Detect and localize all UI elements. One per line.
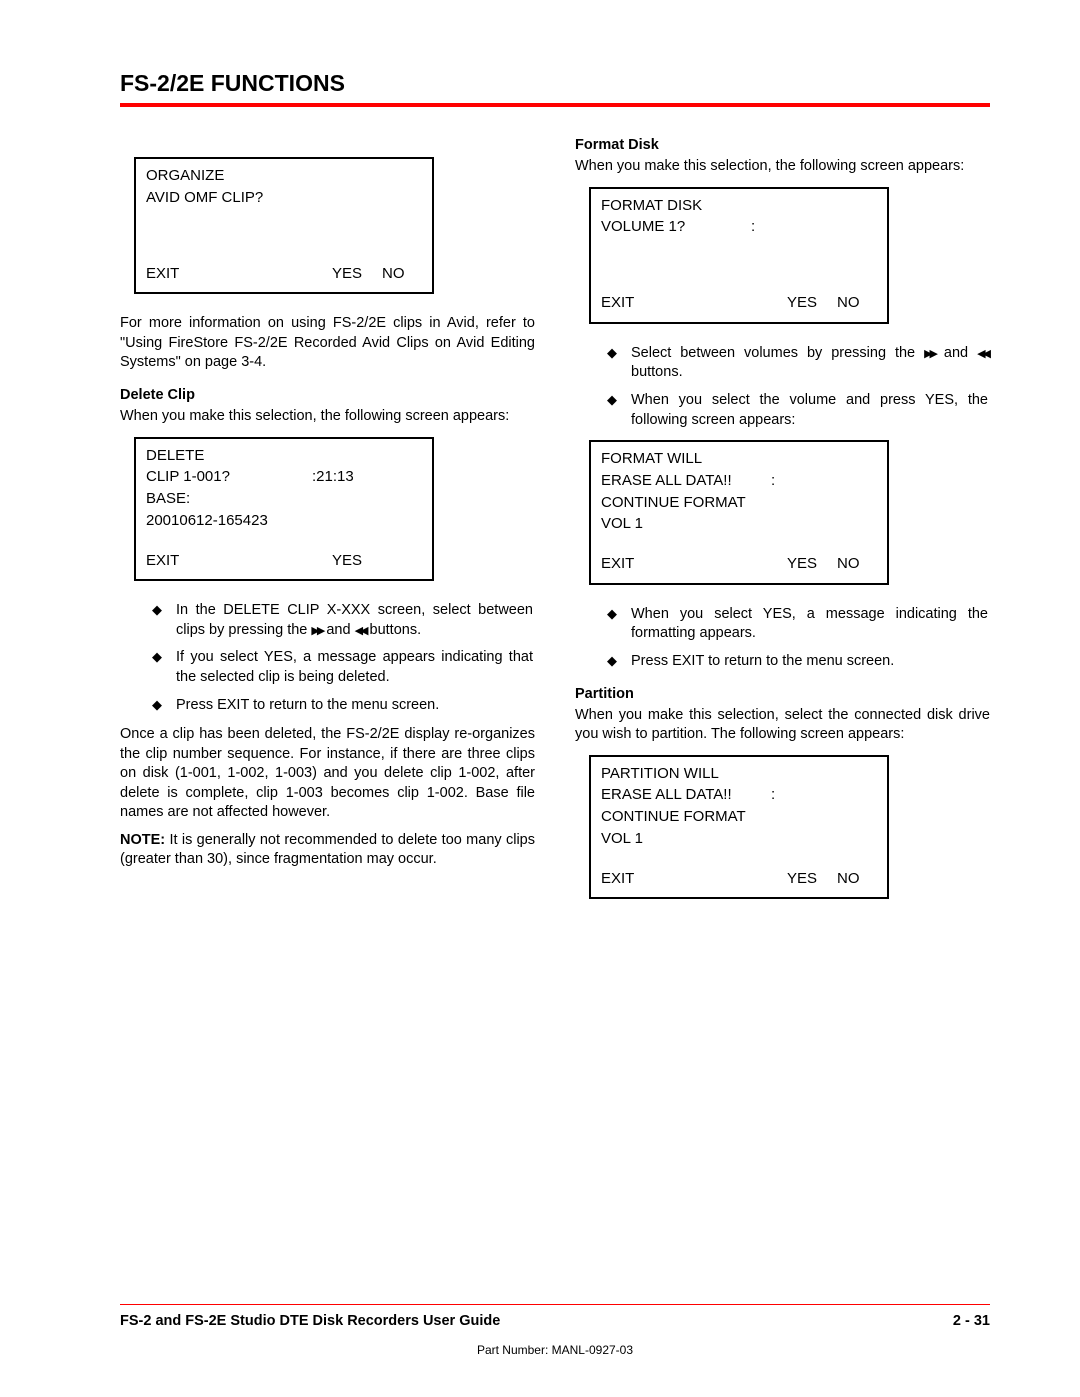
box-line: BASE:: [146, 488, 422, 510]
box-line: VOL 1: [601, 513, 877, 535]
page: FS-2/2E FUNCTIONS ORGANIZE AVID OMF CLIP…: [0, 0, 1080, 1397]
box-line: VOL 1: [601, 828, 877, 850]
list-item: Press EXIT to return to the menu screen.: [176, 696, 535, 716]
exit-label: EXIT: [601, 868, 787, 890]
text: Select between volumes by pressing the: [631, 345, 924, 361]
box-line: FORMAT WILL: [601, 448, 877, 470]
box-line: CONTINUE FORMAT: [601, 806, 877, 828]
partition-heading: Partition: [575, 686, 990, 702]
delete-screen-box: DELETE CLIP 1-001? :21:13 BASE: 20010612…: [134, 437, 434, 582]
paragraph: For more information on using FS-2/2E cl…: [120, 314, 535, 373]
note-label: NOTE:: [120, 832, 165, 848]
note-paragraph: NOTE: It is generally not recommended to…: [120, 831, 535, 870]
text: and: [935, 345, 977, 361]
box-line: ORGANIZE: [146, 165, 422, 187]
page-number: 2 - 31: [953, 1313, 990, 1329]
format-bullet-list-1: Select between volumes by pressing the ▶…: [575, 344, 990, 430]
box-line: DELETE: [146, 445, 422, 467]
paragraph: When you make this selection, the follow…: [120, 407, 535, 427]
box-line: 20010612-165423: [146, 510, 422, 532]
list-item: When you select the volume and press YES…: [631, 391, 990, 430]
box-text: CLIP 1-001?: [146, 466, 312, 488]
box-line: CONTINUE FORMAT: [601, 492, 877, 514]
box-text: ERASE ALL DATA!!: [601, 784, 771, 806]
fast-forward-icon: ▶▶: [924, 347, 935, 362]
left-column: ORGANIZE AVID OMF CLIP? EXIT YES NO For …: [120, 137, 535, 919]
box-footer-row: EXIT YES NO: [601, 292, 877, 314]
list-item: When you select YES, a message indicatin…: [631, 605, 990, 644]
paragraph: Once a clip has been deleted, the FS-2/2…: [120, 725, 535, 823]
box-text: VOLUME 1?: [601, 216, 751, 238]
list-item: If you select YES, a message appears ind…: [176, 648, 535, 687]
fast-forward-icon: ▶▶: [311, 624, 322, 639]
box-line: VOLUME 1? :: [601, 216, 877, 238]
box-line: CLIP 1-001? :21:13: [146, 466, 422, 488]
note-text: It is generally not recommended to delet…: [120, 832, 535, 868]
text: buttons.: [366, 622, 422, 638]
box-text: ERASE ALL DATA!!: [601, 470, 771, 492]
rewind-icon: ◀◀: [355, 624, 366, 639]
list-item: In the DELETE CLIP X-XXX screen, select …: [176, 601, 535, 640]
page-footer: FS-2 and FS-2E Studio DTE Disk Recorders…: [120, 1304, 990, 1358]
guide-title: FS-2 and FS-2E Studio DTE Disk Recorders…: [120, 1313, 500, 1329]
list-item: Press EXIT to return to the menu screen.: [631, 652, 990, 672]
yes-label: YES: [332, 550, 382, 572]
partition-screen-box: PARTITION WILL ERASE ALL DATA!! : CONTIN…: [589, 755, 889, 900]
box-line: FORMAT DISK: [601, 195, 877, 217]
no-label: NO: [382, 263, 422, 285]
box-footer-row: EXIT YES: [146, 550, 422, 572]
format-bullet-list-2: When you select YES, a message indicatin…: [575, 605, 990, 672]
delete-clip-heading: Delete Clip: [120, 387, 535, 403]
page-title: FS-2/2E FUNCTIONS: [120, 70, 990, 97]
list-item: Select between volumes by pressing the ▶…: [631, 344, 990, 383]
exit-label: EXIT: [601, 292, 787, 314]
exit-label: EXIT: [146, 550, 332, 572]
no-label: NO: [837, 292, 877, 314]
yes-label: YES: [332, 263, 382, 285]
text: and: [322, 622, 354, 638]
paragraph: When you make this selection, the follow…: [575, 157, 990, 177]
header-rule: [120, 103, 990, 107]
exit-label: EXIT: [146, 263, 332, 285]
rewind-icon: ◀◀: [977, 347, 988, 362]
box-text: :: [751, 216, 755, 238]
part-number: Part Number: MANL-0927-03: [120, 1343, 990, 1357]
box-text: :: [771, 470, 775, 492]
format-screen-box: FORMAT DISK VOLUME 1? : EXIT YES NO: [589, 187, 889, 324]
yes-label: YES: [787, 553, 837, 575]
text: buttons.: [631, 364, 683, 380]
box-line: ERASE ALL DATA!! :: [601, 784, 877, 806]
content-columns: ORGANIZE AVID OMF CLIP? EXIT YES NO For …: [120, 137, 990, 919]
organize-screen-box: ORGANIZE AVID OMF CLIP? EXIT YES NO: [134, 157, 434, 294]
box-footer-row: EXIT YES NO: [146, 263, 422, 285]
box-text: :: [771, 784, 775, 806]
no-label: NO: [837, 553, 877, 575]
format-disk-heading: Format Disk: [575, 137, 990, 153]
no-label: NO: [837, 868, 877, 890]
paragraph: When you make this selection, select the…: [575, 706, 990, 745]
footer-rule: [120, 1304, 990, 1306]
box-text: :21:13: [312, 466, 382, 488]
box-line: ERASE ALL DATA!! :: [601, 470, 877, 492]
exit-label: EXIT: [601, 553, 787, 575]
box-footer-row: EXIT YES NO: [601, 553, 877, 575]
footer-row: FS-2 and FS-2E Studio DTE Disk Recorders…: [120, 1313, 990, 1329]
box-footer-row: EXIT YES NO: [601, 868, 877, 890]
yes-label: YES: [787, 868, 837, 890]
right-column: Format Disk When you make this selection…: [575, 137, 990, 919]
delete-bullet-list: In the DELETE CLIP X-XXX screen, select …: [120, 601, 535, 715]
box-line: PARTITION WILL: [601, 763, 877, 785]
box-line: AVID OMF CLIP?: [146, 187, 422, 209]
yes-label: YES: [787, 292, 837, 314]
format-confirm-box: FORMAT WILL ERASE ALL DATA!! : CONTINUE …: [589, 440, 889, 585]
